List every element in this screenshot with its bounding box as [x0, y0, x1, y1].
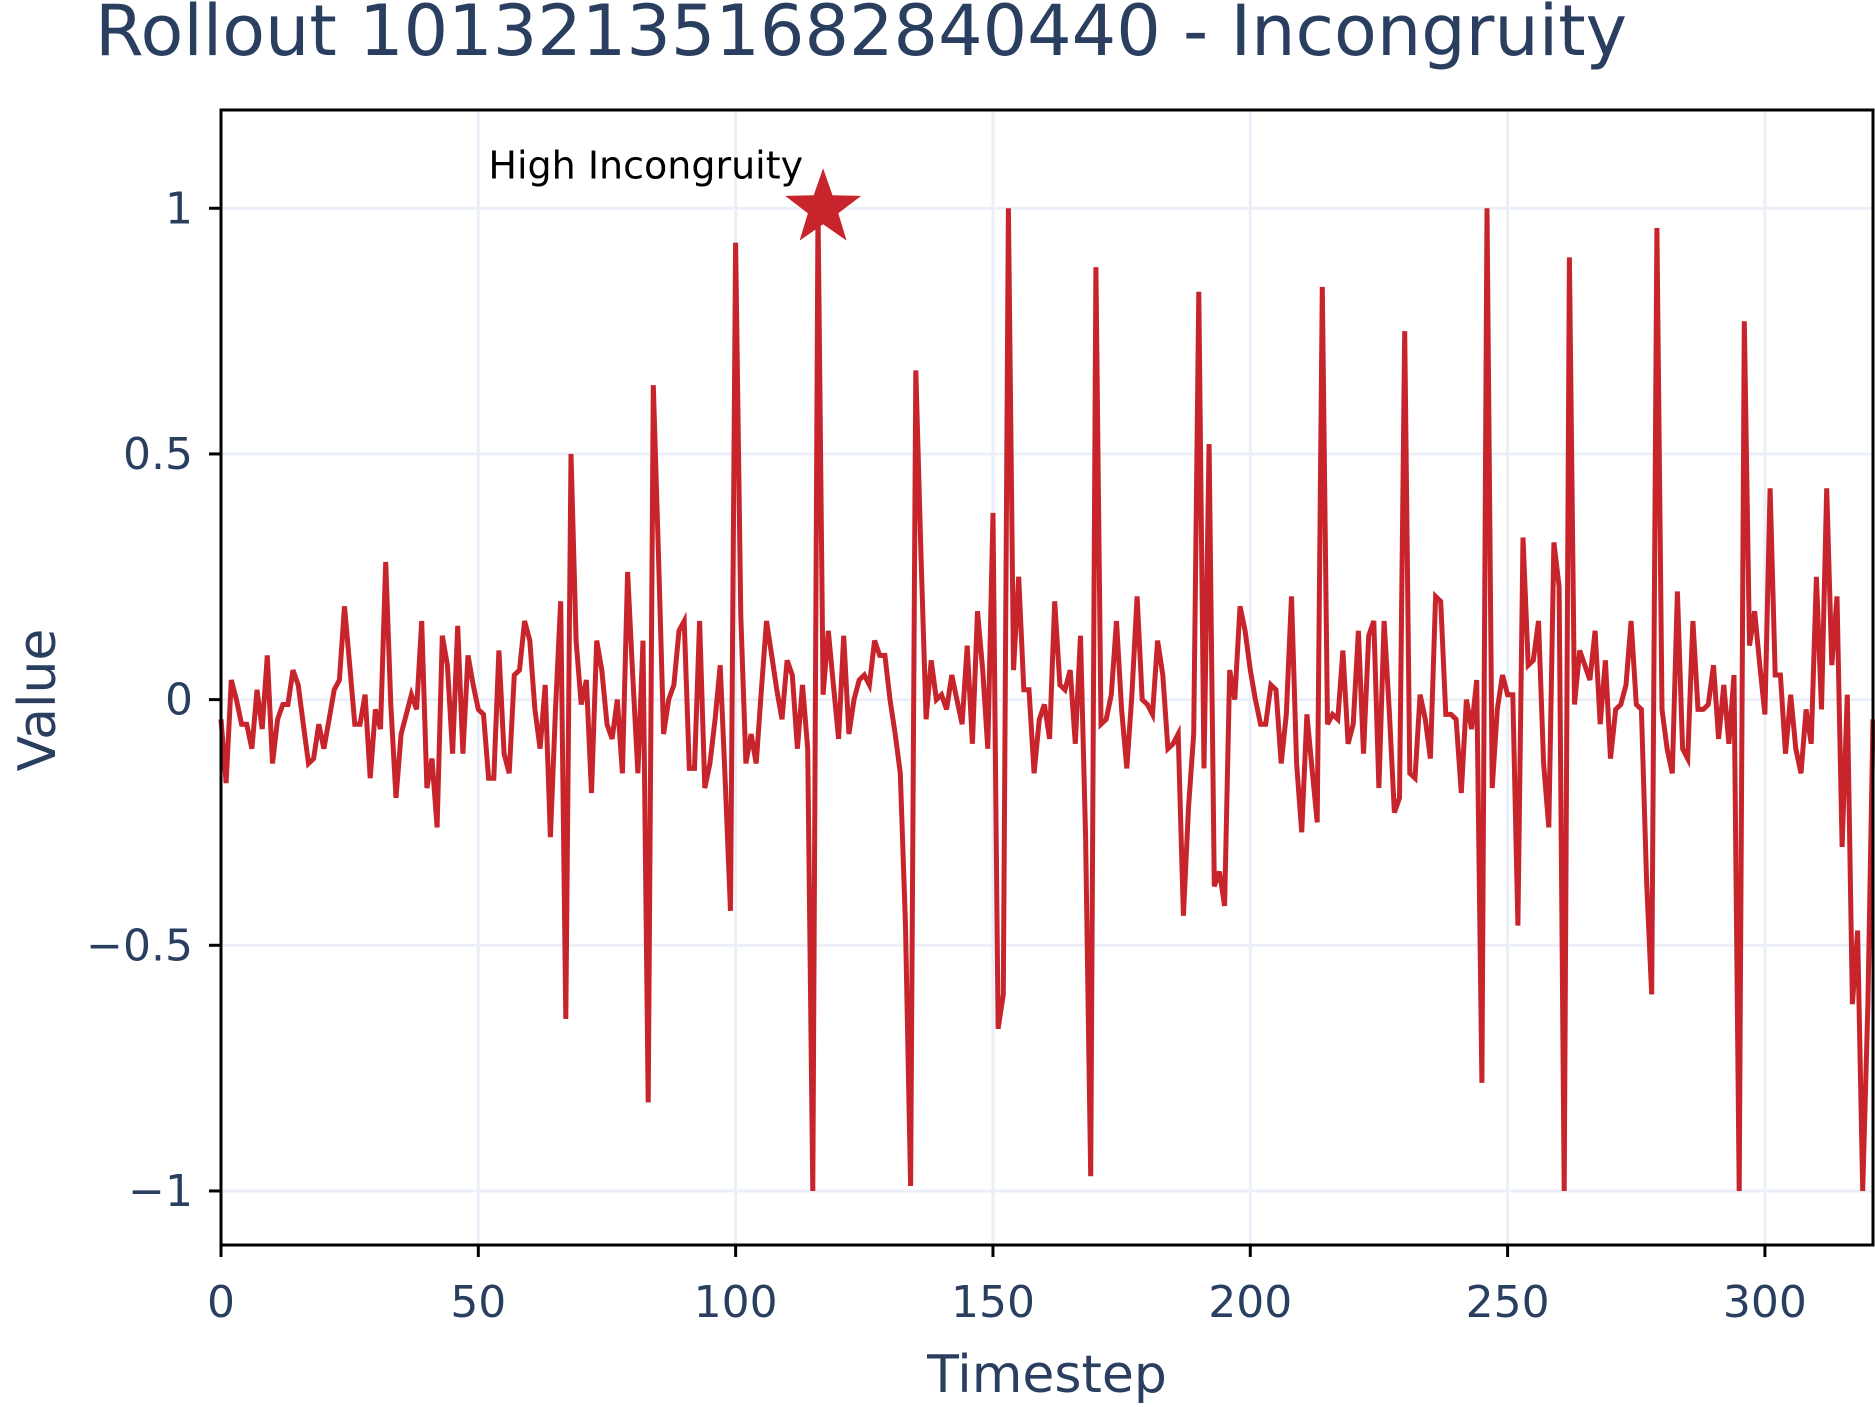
y-axis-ticks: −1 −0.5 0 0.5 1 — [86, 183, 221, 1217]
x-tick-label: 250 — [1466, 1277, 1550, 1328]
series-line — [218, 208, 1875, 1192]
plot-frame — [219, 108, 1875, 1247]
y-tick-label: −1 — [128, 1166, 193, 1217]
star-marker-icon — [785, 168, 862, 241]
chart-title: Rollout 1013213516828404​40 - Incongruit… — [95, 0, 1627, 72]
x-tick-label: 0 — [207, 1277, 235, 1328]
y-tick-label: 1 — [165, 183, 193, 234]
y-tick-label: 0 — [165, 675, 193, 726]
series-layer — [218, 208, 1875, 1192]
x-tick-label: 100 — [694, 1277, 778, 1328]
y-tick-label: −0.5 — [86, 920, 193, 971]
x-tick-label: 300 — [1723, 1277, 1807, 1328]
x-tick-label: 150 — [951, 1277, 1035, 1328]
y-tick-label: 0.5 — [123, 429, 193, 480]
annotation-label: High Incongruity — [488, 143, 803, 187]
annotation-layer: High Incongruity — [488, 143, 862, 241]
x-axis-label: Timestep — [926, 1345, 1167, 1405]
x-axis-ticks: 0 50 100 150 200 250 300 — [207, 1245, 1807, 1328]
y-axis-label: Value — [8, 629, 68, 772]
x-tick-label: 50 — [450, 1277, 506, 1328]
x-tick-label: 200 — [1208, 1277, 1292, 1328]
